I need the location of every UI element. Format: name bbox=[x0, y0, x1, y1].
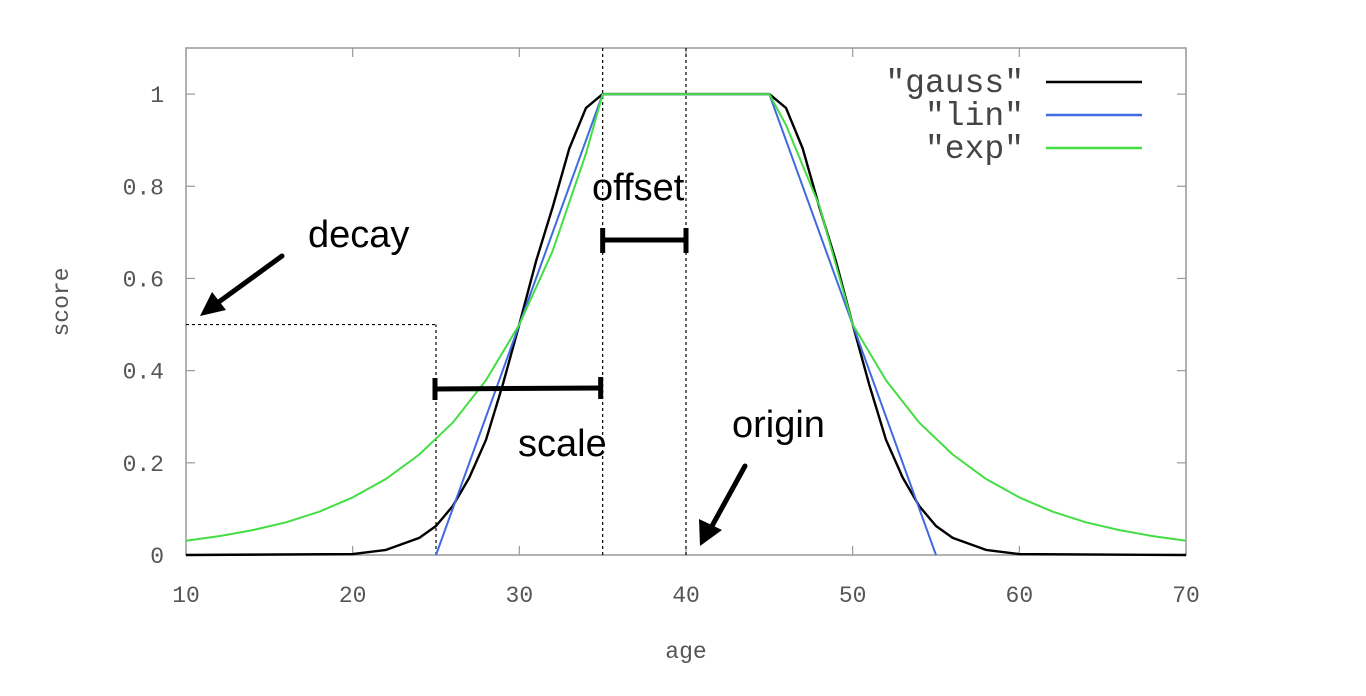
x-axis-label: age bbox=[665, 639, 706, 665]
annotation-decay: decay bbox=[308, 214, 409, 256]
x-tick-label: 10 bbox=[172, 583, 200, 609]
x-tick-label: 50 bbox=[839, 583, 867, 609]
x-tick-label: 70 bbox=[1172, 583, 1200, 609]
legend-label-lin: "lin" bbox=[925, 98, 1024, 135]
y-tick-label: 0.6 bbox=[123, 267, 164, 293]
scale-bracket-bar bbox=[434, 385, 601, 392]
x-tick-label: 30 bbox=[506, 583, 534, 609]
y-tick-label: 0.4 bbox=[123, 360, 164, 386]
annotation-offset: offset bbox=[592, 167, 685, 209]
origin-arrow-shaft bbox=[709, 463, 748, 529]
legend-label-exp: "exp" bbox=[925, 131, 1024, 168]
annotation-scale: scale bbox=[518, 423, 607, 465]
decay-arrow-shaft bbox=[213, 253, 285, 307]
y-axis-label: score bbox=[49, 267, 75, 336]
y-tick-label: 1 bbox=[150, 83, 164, 109]
decay-arrowhead bbox=[200, 292, 226, 316]
series-line-exp bbox=[185, 93, 1187, 542]
origin-arrowhead bbox=[699, 519, 722, 546]
x-tick-label: 40 bbox=[672, 583, 700, 609]
legend-label-gauss: "gauss" bbox=[885, 65, 1024, 102]
x-tick-label: 20 bbox=[339, 583, 367, 609]
y-tick-label: 0.8 bbox=[123, 175, 164, 201]
x-tick-label: 60 bbox=[1006, 583, 1034, 609]
y-tick-label: 0.2 bbox=[123, 452, 164, 478]
annotation-origin: origin bbox=[732, 404, 825, 446]
y-tick-label: 0 bbox=[150, 544, 164, 570]
